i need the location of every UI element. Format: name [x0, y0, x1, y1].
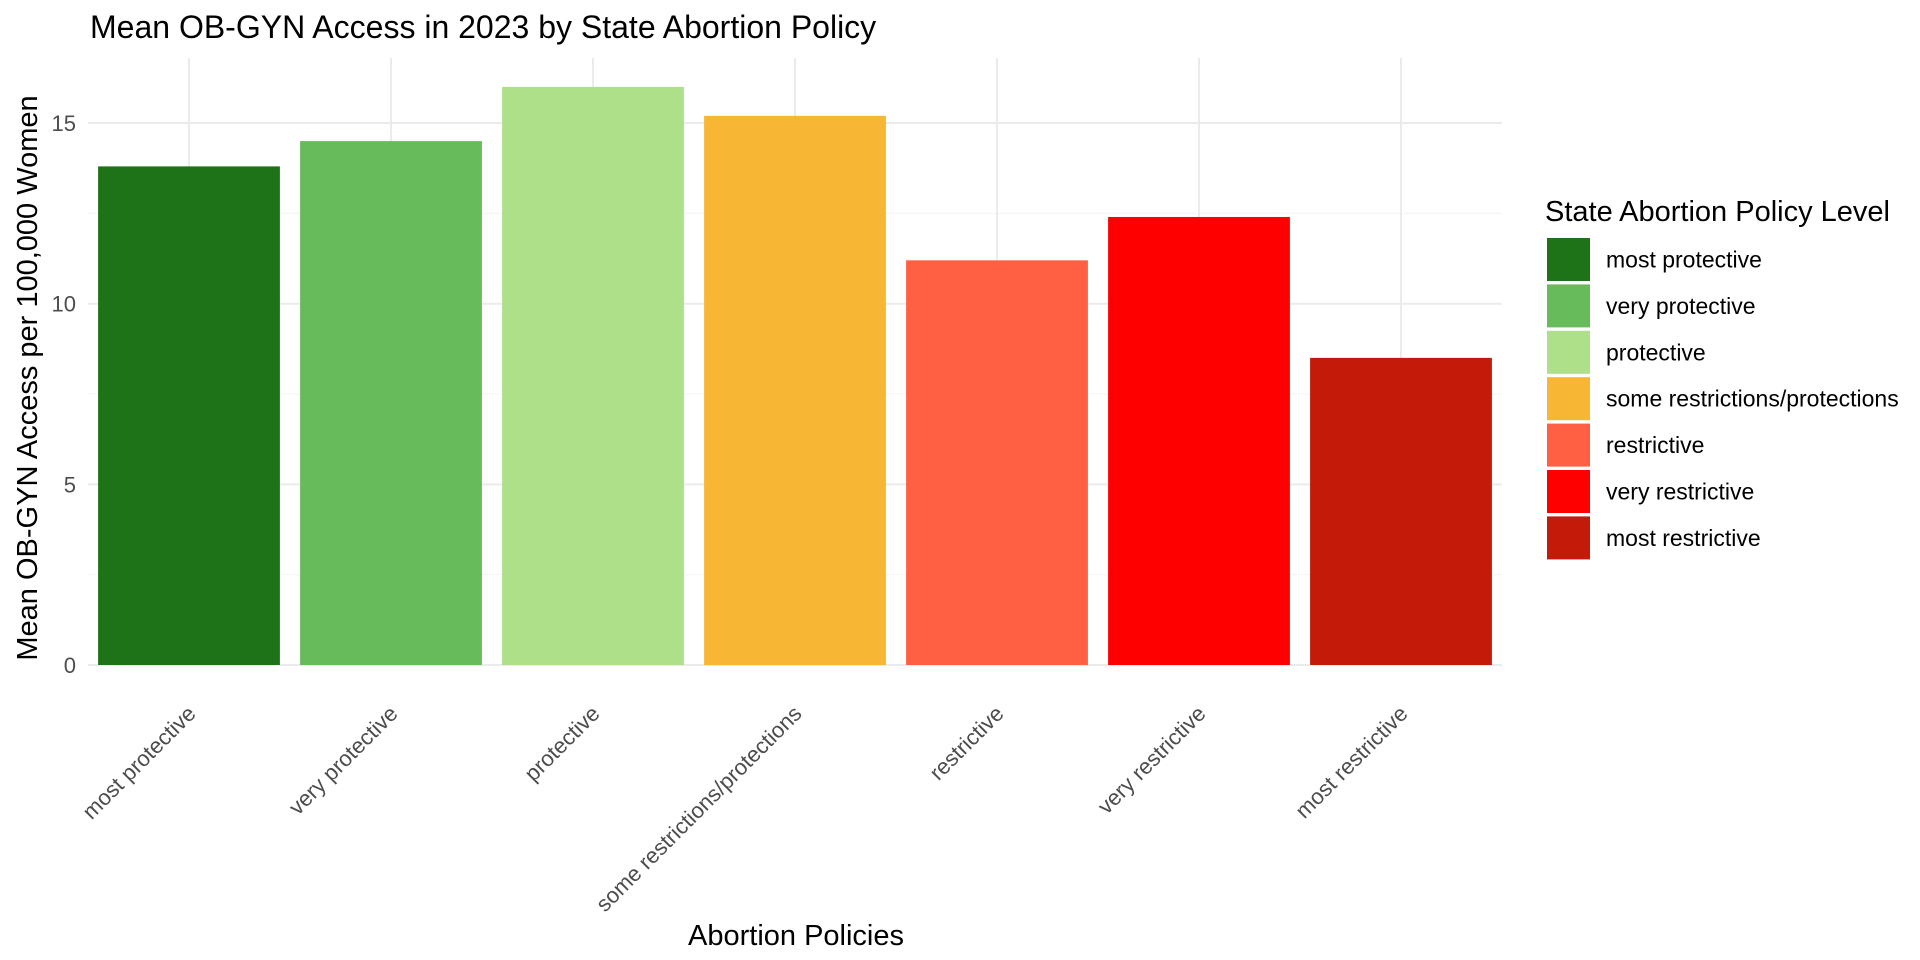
chart-title: Mean OB-GYN Access in 2023 by State Abor… [90, 9, 876, 45]
y-tick-label: 0 [64, 653, 76, 678]
y-tick-label: 5 [64, 472, 76, 497]
y-tick-label: 15 [52, 111, 76, 136]
x-tick-label: restrictive [924, 701, 1008, 785]
x-tick-label: protective [519, 701, 604, 786]
legend-label: very protective [1606, 293, 1756, 319]
y-axis-title: Mean OB-GYN Access per 100,000 Women [12, 95, 44, 660]
bar-most-restrictive [1310, 357, 1492, 665]
bar-very-protective [300, 141, 482, 665]
x-tick-label: some restrictions/protections [591, 701, 807, 917]
legend-key [1547, 423, 1590, 467]
legend-label: restrictive [1606, 432, 1704, 458]
legend-label: protective [1606, 339, 1706, 365]
legend-key [1547, 284, 1590, 328]
legend-key [1547, 330, 1590, 374]
bar-restrictive [906, 260, 1088, 665]
bar-some-restrictions-protections [704, 115, 886, 666]
bar-most-protective [98, 166, 280, 665]
x-tick-label: very restrictive [1093, 701, 1211, 819]
y-axis-ticks: 0 5 10 15 [52, 111, 76, 678]
x-axis-title: Abortion Policies [688, 920, 904, 952]
legend: State Abortion Policy Level most protect… [1545, 196, 1899, 560]
bar-very-restrictive [1108, 216, 1290, 665]
legend-label: some restrictions/protections [1606, 386, 1899, 412]
legend-key [1547, 238, 1590, 281]
x-tick-label: very protective [284, 701, 403, 820]
bar-protective [502, 86, 684, 665]
x-tick-label: most protective [77, 701, 200, 824]
legend-label: most restrictive [1606, 525, 1761, 551]
legend-key [1547, 377, 1590, 421]
legend-key [1547, 470, 1590, 513]
legend-items: most protective very protective protective… [1547, 238, 1899, 560]
bars [98, 86, 1492, 666]
x-axis-ticks: most protective very protective protective… [77, 701, 1412, 917]
y-tick-label: 10 [52, 292, 76, 317]
legend-key [1547, 516, 1590, 560]
legend-label: most protective [1606, 247, 1762, 273]
legend-label: very restrictive [1606, 479, 1754, 505]
legend-title: State Abortion Policy Level [1545, 196, 1890, 228]
x-tick-label: most restrictive [1290, 701, 1412, 823]
